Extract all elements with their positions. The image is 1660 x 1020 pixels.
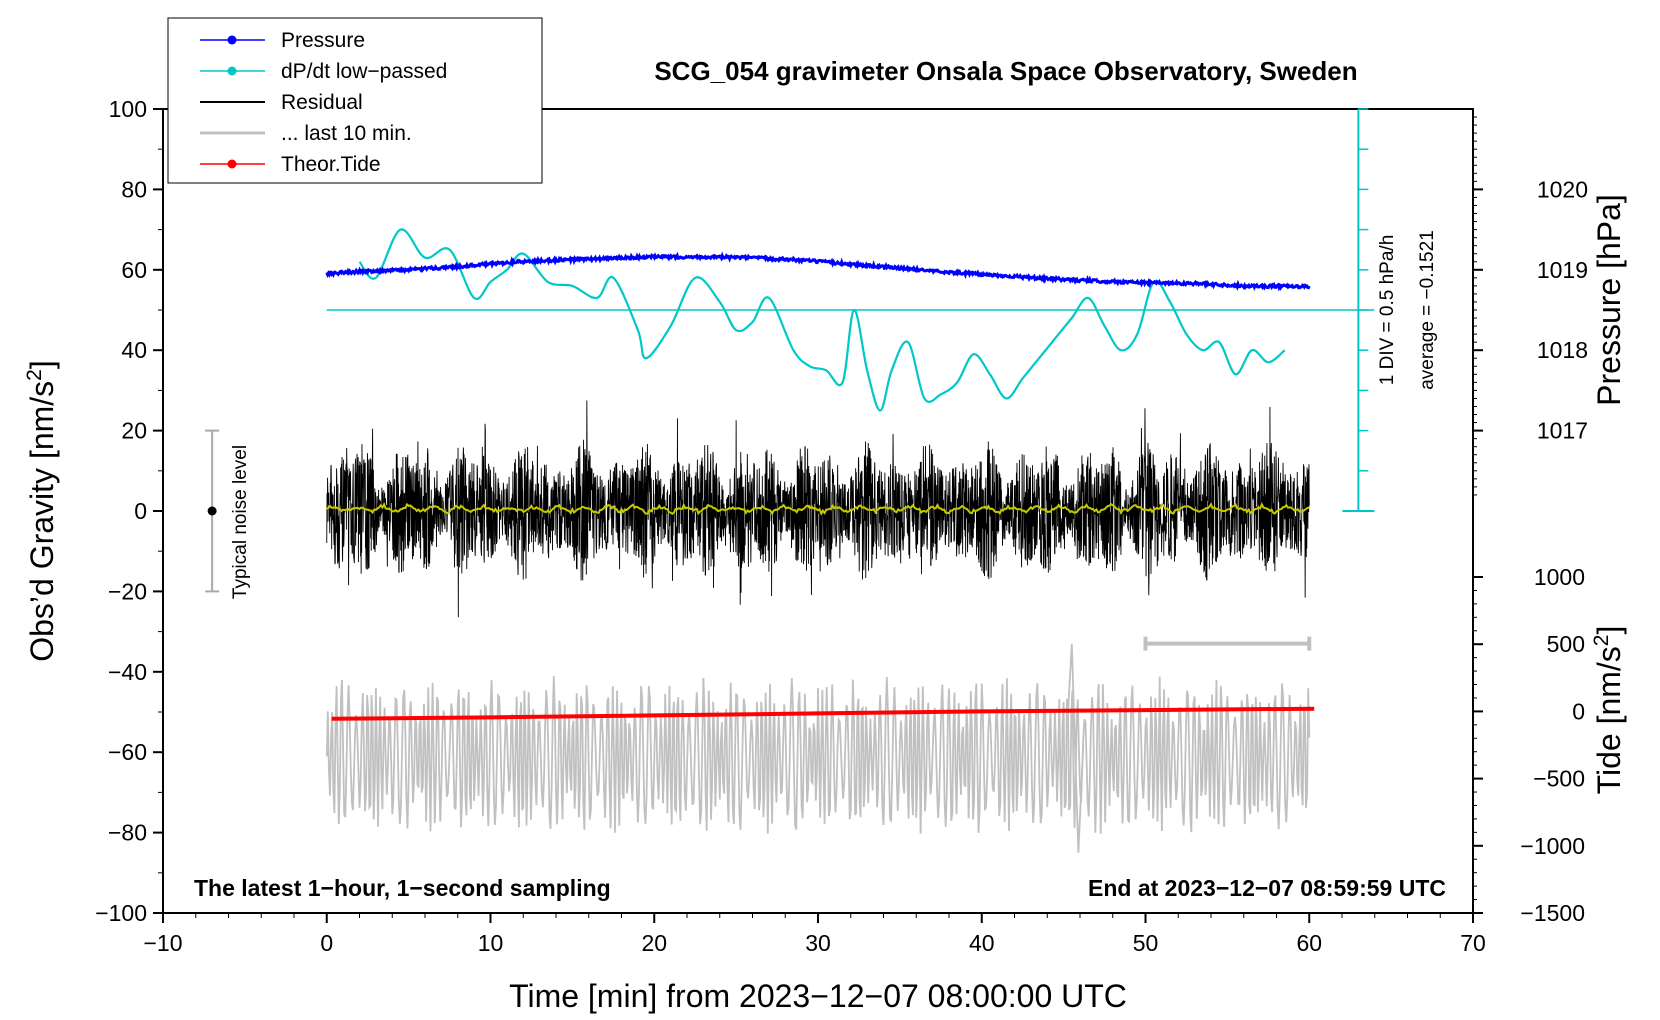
left-tick-label: −80 <box>108 820 147 846</box>
left-tick-label: −20 <box>108 578 147 604</box>
series-last10-spike <box>1066 643 1085 853</box>
left-tick-label: −40 <box>108 659 147 685</box>
legend-label: dP/dt low−passed <box>281 60 447 83</box>
series-pressure-line <box>325 251 1311 292</box>
legend-marker <box>227 66 237 76</box>
legend-label: Theor.Tide <box>281 153 381 176</box>
tide-tick-label: 1000 <box>1534 564 1585 590</box>
tide-tick-label: −1000 <box>1520 833 1585 859</box>
left-tick-label: 60 <box>121 257 147 283</box>
left-axis-label-end: ] <box>24 360 60 369</box>
legend-label: ... last 10 min. <box>281 122 412 145</box>
x-axis-label: Time [min] from 2023−12−07 08:00:00 UTC <box>509 978 1127 1014</box>
x-tick-label: 50 <box>1133 930 1159 956</box>
x-tick-label: 20 <box>641 930 667 956</box>
tide-tick-label: −500 <box>1533 766 1585 792</box>
pressure-tick-label: 1018 <box>1537 337 1588 363</box>
left-tick-label: −60 <box>108 739 147 765</box>
tide-axis-label-sup: 2 <box>1590 635 1613 647</box>
x-tick-label: −10 <box>143 930 182 956</box>
x-tick-label: 0 <box>320 930 333 956</box>
series-tide-line <box>331 706 1315 721</box>
noise-level-label: Typical noise level <box>230 445 251 599</box>
left-tick-label: 100 <box>109 96 147 122</box>
x-tick-label: 40 <box>969 930 995 956</box>
series-residual-lowpass-line <box>326 502 1310 516</box>
x-tick-label: 60 <box>1296 930 1322 956</box>
footer-left-note: The latest 1−hour, 1−second sampling <box>194 875 611 901</box>
noise-bar-center <box>207 506 217 516</box>
tide-axis-label: Tide [nm/s2] <box>1590 626 1627 795</box>
pressure-axis-label: Pressure [hPa] <box>1591 194 1627 406</box>
legend-marker <box>227 35 237 45</box>
left-tick-label: 80 <box>121 176 147 202</box>
left-tick-label: 0 <box>134 498 147 524</box>
x-tick-label: 10 <box>478 930 504 956</box>
x-tick-label: 30 <box>805 930 831 956</box>
pressure-tick-label: 1020 <box>1537 176 1588 202</box>
tide-tick-label: −1500 <box>1520 900 1585 926</box>
left-tick-label: 20 <box>121 418 147 444</box>
legend: Pressure dP/dt low−passed Residual ... last… <box>167 17 543 184</box>
data-series <box>205 108 1375 853</box>
left-tick-label: 40 <box>121 337 147 363</box>
left-axis-label: Obs’d Gravity [nm/s2] <box>23 360 60 662</box>
pressure-tick-label: 1017 <box>1537 418 1588 444</box>
series-last10-line <box>325 676 1311 834</box>
series-dpdt-line <box>358 228 1286 412</box>
tide-tick-label: 0 <box>1572 698 1585 724</box>
legend-marker <box>227 159 237 169</box>
left-tick-label: −100 <box>95 900 147 926</box>
footer-right-note: End at 2023−12−07 08:59:59 UTC <box>1088 875 1446 901</box>
pressure-tick-label: 1019 <box>1537 257 1588 283</box>
tide-axis-label-main: Tide [nm/s <box>1591 646 1627 794</box>
left-axis-label-sup: 2 <box>23 369 46 381</box>
legend-label: Pressure <box>281 29 365 52</box>
dpdt-average-label: average = −0.1521 <box>1417 230 1438 390</box>
chart-title: SCG_054 gravimeter Onsala Space Observat… <box>654 56 1357 86</box>
dpdt-div-label: 1 DIV = 0.5 hPa/h <box>1377 235 1398 386</box>
x-tick-label: 70 <box>1460 930 1486 956</box>
axes: −10 0 10 20 30 40 50 60 70−100−80−60−40−20020406… <box>95 96 1588 956</box>
legend-label: Residual <box>281 91 363 114</box>
tide-axis-label-end: ] <box>1591 626 1627 635</box>
left-axis-label-main: Obs’d Gravity [nm/s <box>24 381 60 662</box>
legend-box <box>167 17 543 184</box>
tide-tick-label: 500 <box>1547 631 1585 657</box>
series-residual-line <box>326 400 1310 618</box>
